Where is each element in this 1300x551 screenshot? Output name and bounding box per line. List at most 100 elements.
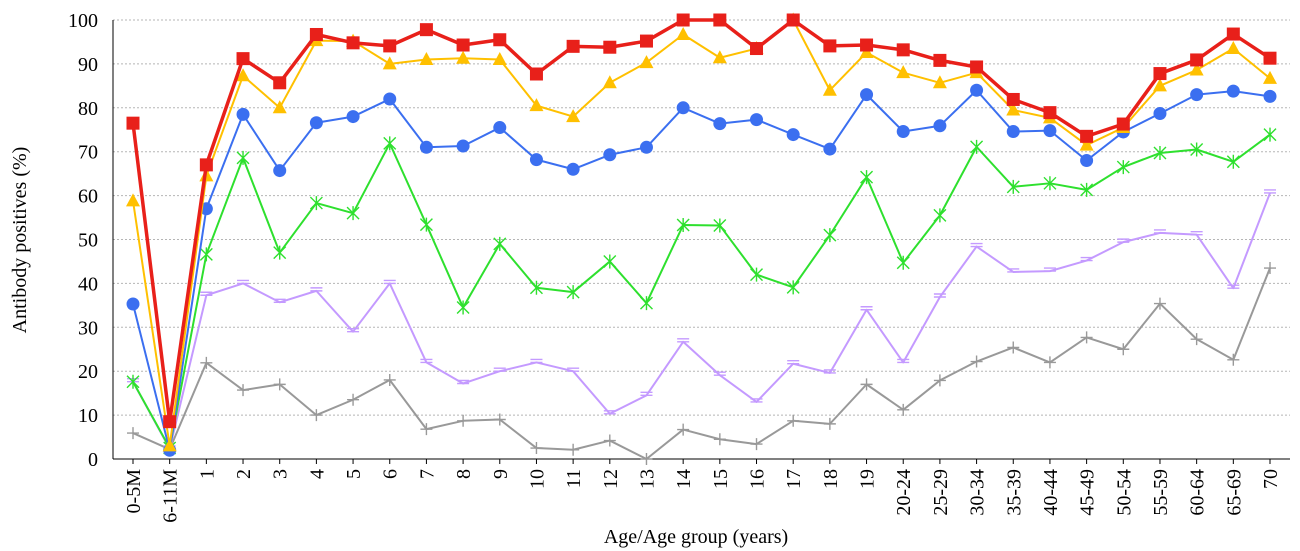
data-point	[1080, 153, 1094, 167]
data-point	[1080, 182, 1094, 197]
y-tick-label: 80	[78, 98, 98, 120]
series-line	[132, 133, 1271, 450]
data-point	[860, 170, 874, 185]
data-point	[1226, 84, 1240, 98]
data-point	[200, 356, 213, 369]
data-point	[566, 39, 580, 53]
data-point	[529, 98, 544, 112]
x-tick-label: 3	[270, 469, 292, 479]
data-point	[383, 279, 396, 285]
data-point	[383, 373, 396, 386]
data-point	[1264, 189, 1276, 194]
data-point	[273, 245, 287, 260]
data-point	[310, 409, 323, 422]
data-point	[603, 40, 617, 54]
data-point	[712, 50, 727, 64]
data-point	[603, 434, 616, 447]
data-point	[1043, 106, 1057, 120]
data-point	[1190, 53, 1204, 67]
y-tick-label: 50	[78, 230, 98, 252]
data-point	[640, 391, 653, 397]
data-point	[713, 117, 727, 131]
data-point	[970, 355, 983, 368]
data-point	[493, 236, 507, 251]
data-point	[347, 393, 360, 406]
x-tick-label: 60-64	[1187, 469, 1209, 516]
axes	[112, 20, 1290, 464]
y-tick-label: 60	[78, 186, 98, 208]
data-point	[346, 110, 360, 124]
data-point	[457, 414, 470, 427]
data-point	[566, 109, 581, 123]
data-point	[1153, 229, 1166, 234]
data-point	[1264, 262, 1276, 275]
data-point	[640, 453, 653, 465]
data-point	[273, 76, 287, 90]
data-point	[1006, 125, 1020, 139]
y-axis-label: Antibody positives (%)	[9, 147, 31, 334]
series-star	[126, 127, 1277, 456]
data-point	[309, 27, 323, 41]
x-tick-label: 17	[783, 469, 805, 489]
data-point	[1153, 146, 1167, 161]
data-point	[126, 374, 140, 389]
data-point	[126, 193, 140, 207]
x-tick-label: 6-11M	[160, 469, 182, 523]
data-point	[823, 142, 837, 156]
data-point	[970, 139, 984, 154]
data-point	[602, 75, 617, 89]
data-point	[567, 443, 580, 456]
data-point	[713, 371, 726, 376]
data-point	[1263, 51, 1277, 65]
data-point	[457, 379, 470, 385]
data-point	[897, 358, 910, 364]
data-point	[236, 107, 250, 121]
series-line	[132, 267, 1271, 460]
data-point	[860, 88, 874, 102]
data-point	[1153, 67, 1167, 81]
data-point	[1226, 154, 1240, 169]
data-point	[237, 279, 250, 285]
data-point	[713, 433, 726, 446]
data-point	[1152, 78, 1167, 92]
y-tick-label: 90	[78, 54, 98, 76]
data-point	[676, 101, 690, 115]
data-point	[1190, 88, 1204, 102]
data-point	[933, 119, 947, 133]
y-tick-label: 30	[78, 317, 98, 339]
data-point	[529, 280, 543, 295]
data-point	[1006, 92, 1020, 106]
data-point	[639, 55, 654, 69]
data-point	[639, 34, 653, 48]
data-point	[676, 13, 690, 27]
series-dash	[127, 189, 1276, 450]
data-point	[273, 298, 286, 303]
x-tick-label: 13	[636, 469, 658, 489]
data-point	[639, 140, 653, 154]
data-point	[676, 26, 691, 40]
series-line	[132, 19, 1271, 447]
data-point	[456, 38, 470, 52]
series-line	[132, 89, 1271, 452]
data-point	[896, 125, 910, 139]
data-point	[492, 52, 507, 66]
data-point	[566, 162, 580, 176]
data-point	[750, 398, 763, 403]
data-point	[273, 378, 286, 391]
x-tick-label: 5	[343, 469, 365, 479]
data-point	[127, 427, 139, 440]
data-point	[750, 42, 764, 56]
y-tick-label: 10	[78, 405, 98, 427]
data-point	[309, 196, 323, 211]
data-point	[1117, 238, 1130, 243]
data-point	[200, 291, 213, 296]
data-point	[420, 423, 433, 436]
data-point	[677, 423, 690, 436]
x-tick-label: 70	[1260, 469, 1282, 489]
data-point	[1227, 284, 1240, 289]
data-point	[603, 148, 617, 162]
data-point	[932, 75, 947, 89]
data-point	[1153, 297, 1166, 310]
data-point	[786, 13, 800, 27]
x-tick-label: 45-49	[1077, 469, 1099, 516]
